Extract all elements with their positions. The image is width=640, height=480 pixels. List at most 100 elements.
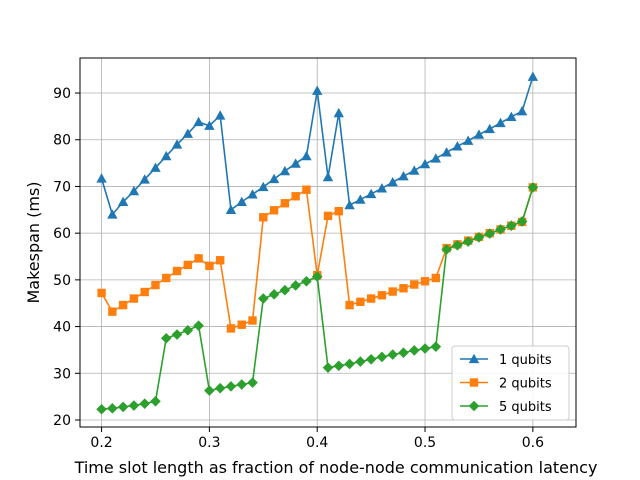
data-point [193, 320, 204, 331]
data-point [387, 177, 398, 187]
data-point [398, 170, 409, 181]
data-point [408, 345, 420, 356]
data-point [365, 188, 377, 199]
data-point [151, 280, 160, 290]
legend-marker [469, 378, 479, 387]
data-point [97, 288, 106, 298]
y-axis-ticks: 20 30 40 50 60 70 80 90 [53, 86, 80, 429]
data-point [527, 182, 539, 193]
y-tick-label: 60 [53, 226, 71, 242]
data-point [301, 150, 312, 161]
data-point [356, 297, 365, 307]
series-3 [96, 182, 539, 415]
data-point [118, 300, 128, 310]
data-point [258, 293, 269, 304]
data-point [226, 324, 236, 333]
y-tick-label: 20 [53, 413, 71, 429]
data-point [376, 183, 388, 193]
data-point [96, 403, 107, 415]
data-point [516, 216, 528, 227]
data-point [204, 120, 215, 130]
legend-item: 1 qubits [460, 353, 552, 368]
data-point [452, 141, 463, 151]
data-point [150, 396, 161, 407]
data-point [419, 158, 431, 169]
data-point [193, 116, 204, 127]
data-point [128, 185, 140, 196]
data-point [225, 381, 237, 392]
data-point [506, 111, 517, 122]
legend-box [451, 345, 570, 421]
data-point [334, 207, 343, 216]
data-point [161, 150, 172, 161]
data-point [441, 147, 452, 157]
data-point [248, 316, 257, 325]
data-point [204, 385, 215, 396]
data-point [302, 185, 311, 194]
data-point [140, 287, 149, 297]
data-point [279, 284, 291, 296]
data-point [301, 275, 312, 287]
data-point [322, 171, 334, 182]
data-point [355, 194, 366, 204]
series-1 [96, 71, 539, 219]
data-point [377, 291, 387, 300]
data-point [430, 153, 442, 163]
data-point [107, 403, 118, 414]
x-axis-ticks: 0.2 0.3 0.4 0.5 0.6 [90, 427, 544, 451]
data-point [128, 400, 140, 411]
x-tick-label: 0.6 [522, 435, 544, 451]
data-point [117, 401, 129, 413]
data-point [506, 220, 517, 231]
data-point [462, 236, 474, 247]
data-point [247, 377, 258, 388]
data-point [279, 165, 291, 176]
data-point [107, 209, 118, 219]
x-tick-label: 0.3 [198, 435, 220, 451]
data-point [194, 254, 203, 263]
data-point [280, 199, 290, 208]
y-tick-label: 50 [53, 273, 71, 289]
data-point [355, 356, 366, 367]
data-point [376, 351, 388, 363]
data-point [473, 232, 485, 243]
legend-item: 5 qubits [460, 400, 552, 415]
data-point [473, 129, 485, 139]
data-point [344, 358, 355, 370]
y-tick-label: 70 [53, 179, 71, 195]
data-point [139, 174, 150, 184]
plot-frame [79, 57, 577, 428]
data-point [139, 398, 150, 409]
x-tick-label: 0.5 [414, 435, 436, 451]
data-point [182, 325, 194, 336]
x-tick-label: 0.4 [306, 435, 328, 451]
data-point [291, 192, 300, 201]
data-point [312, 85, 323, 95]
data-point [495, 117, 506, 128]
data-point [516, 106, 528, 116]
data-point [527, 71, 539, 81]
data-point [214, 110, 226, 120]
data-point [409, 165, 420, 175]
data-point [462, 135, 474, 145]
data-point [410, 280, 419, 289]
legend-label: 2 qubits [499, 377, 552, 392]
y-tick-label: 30 [53, 366, 71, 382]
data-point [495, 224, 506, 235]
data-point [322, 362, 334, 373]
legend-marker [468, 400, 480, 412]
data-point [431, 273, 441, 283]
legend: 1 qubits 2 qubits 5 qubits [451, 345, 570, 421]
data-point [215, 256, 225, 265]
data-point [268, 289, 280, 300]
data-point [258, 181, 269, 192]
data-point [150, 162, 161, 172]
data-point [108, 307, 117, 316]
x-axis-label: Time slot length as fraction of node-nod… [74, 458, 598, 477]
series-layer [96, 71, 539, 415]
data-point [387, 349, 398, 360]
data-point [96, 173, 107, 183]
data-point [484, 228, 496, 239]
data-point [345, 300, 354, 310]
legend-item: 2 qubits [460, 377, 552, 392]
